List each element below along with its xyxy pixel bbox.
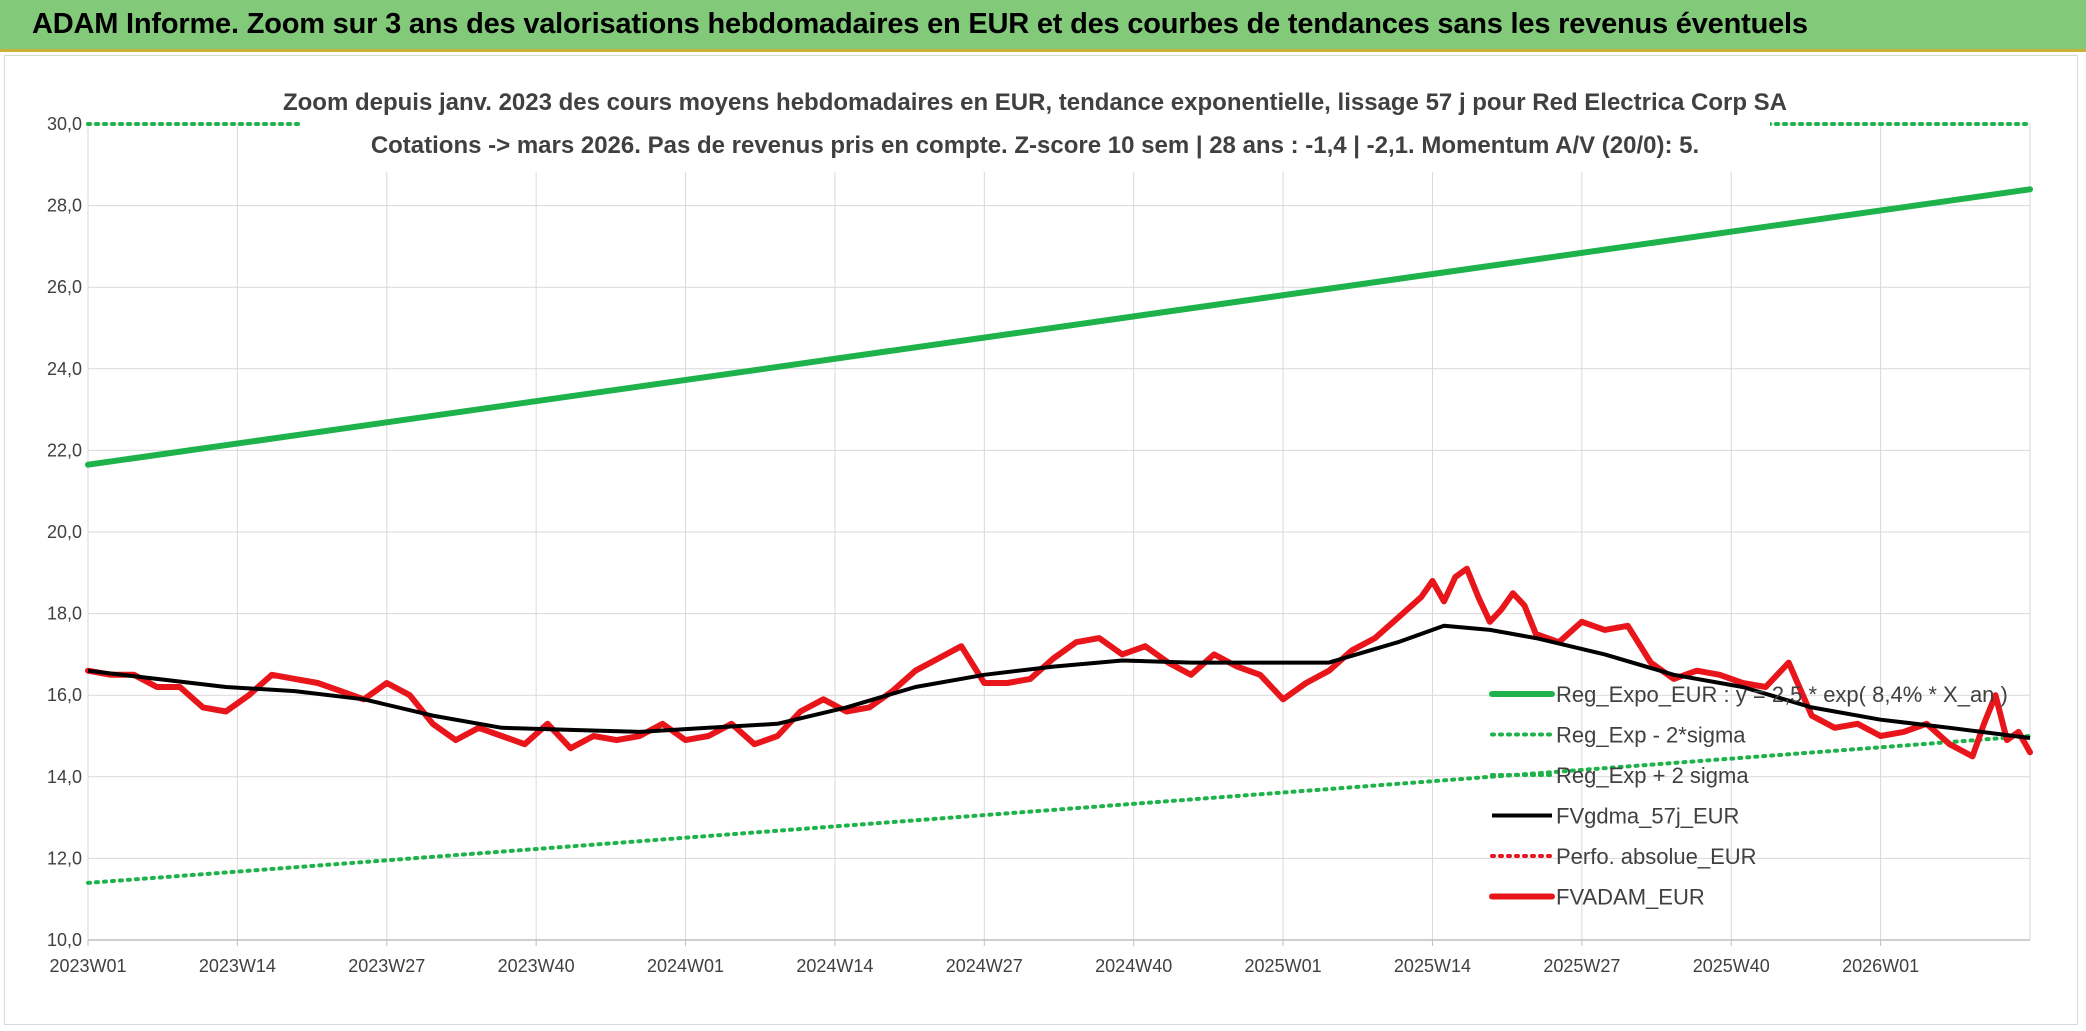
series-line-1 bbox=[86, 734, 2032, 885]
x-tick-label: 2023W01 bbox=[49, 956, 126, 976]
y-tick-label: 26,0 bbox=[47, 277, 82, 297]
legend-label: FVADAM_EUR bbox=[1556, 885, 1705, 910]
x-tick-label: 2025W14 bbox=[1394, 956, 1471, 976]
grid-lines bbox=[87, 123, 2031, 941]
series-line-3 bbox=[87, 623, 2031, 740]
series-line-0 bbox=[85, 186, 2033, 468]
y-tick-label: 28,0 bbox=[47, 196, 82, 216]
y-tick-label: 14,0 bbox=[47, 767, 82, 787]
y-axis-ticks: 10,0 12,0 14,0 16,0 18,0 20,0 22,0 24,0 26,0 28,0… bbox=[47, 114, 82, 950]
y-tick-label: 22,0 bbox=[47, 440, 82, 460]
legend-label: Reg_Expo_EUR : y = 2,5 * exp( 8,4% * X_a… bbox=[1556, 682, 2008, 707]
x-tick-label: 2024W40 bbox=[1095, 956, 1172, 976]
x-tick-label: 2025W01 bbox=[1245, 956, 1322, 976]
y-tick-label: 16,0 bbox=[47, 685, 82, 705]
y-tick-label: 12,0 bbox=[47, 848, 82, 868]
x-tick-label: 2025W27 bbox=[1543, 956, 1620, 976]
report-title: ADAM Informe. Zoom sur 3 ans des valoris… bbox=[32, 8, 1808, 40]
x-tick-label: 2024W14 bbox=[796, 956, 873, 976]
y-tick-label: 18,0 bbox=[47, 604, 82, 624]
legend-label: Reg_Exp - 2*sigma bbox=[1556, 723, 1746, 748]
subtitle-line-2: Cotations -> mars 2026. Pas de revenus p… bbox=[371, 132, 1699, 159]
chart-frame bbox=[4, 55, 2078, 1025]
x-tick-label: 2024W27 bbox=[946, 956, 1023, 976]
x-axis-ticks: 2023W01 2023W14 2023W27 2023W40 2024W01 2024W… bbox=[49, 939, 2030, 976]
y-tick-label: 10,0 bbox=[47, 930, 82, 950]
x-tick-label: 2024W01 bbox=[647, 956, 724, 976]
subtitle-line-1: Zoom depuis janv. 2023 des cours moyens … bbox=[283, 89, 1787, 116]
legend: Reg_Expo_EUR : y = 2,5 * exp( 8,4% * X_a… bbox=[1489, 682, 2008, 910]
chart-subtitle: Zoom depuis janv. 2023 des cours moyens … bbox=[283, 76, 1787, 172]
y-tick-label: 24,0 bbox=[47, 359, 82, 379]
y-tick-label: 20,0 bbox=[47, 522, 82, 542]
legend-label: Perfo. absolue_EUR bbox=[1556, 844, 1757, 869]
x-tick-label: 2023W27 bbox=[348, 956, 425, 976]
header-bar: ADAM Informe. Zoom sur 3 ans des valoris… bbox=[0, 0, 2086, 52]
y-tick-label: 30,0 bbox=[47, 114, 82, 134]
x-tick-label: 2026W01 bbox=[1842, 956, 1919, 976]
x-tick-label: 2023W40 bbox=[498, 956, 575, 976]
x-tick-label: 2023W14 bbox=[199, 956, 276, 976]
x-tick-label: 2025W40 bbox=[1693, 956, 1770, 976]
series-line-5 bbox=[85, 565, 2033, 760]
legend-label: Reg_Exp + 2 sigma bbox=[1556, 763, 1749, 788]
legend-label: FVgdma_57j_EUR bbox=[1556, 804, 1739, 829]
